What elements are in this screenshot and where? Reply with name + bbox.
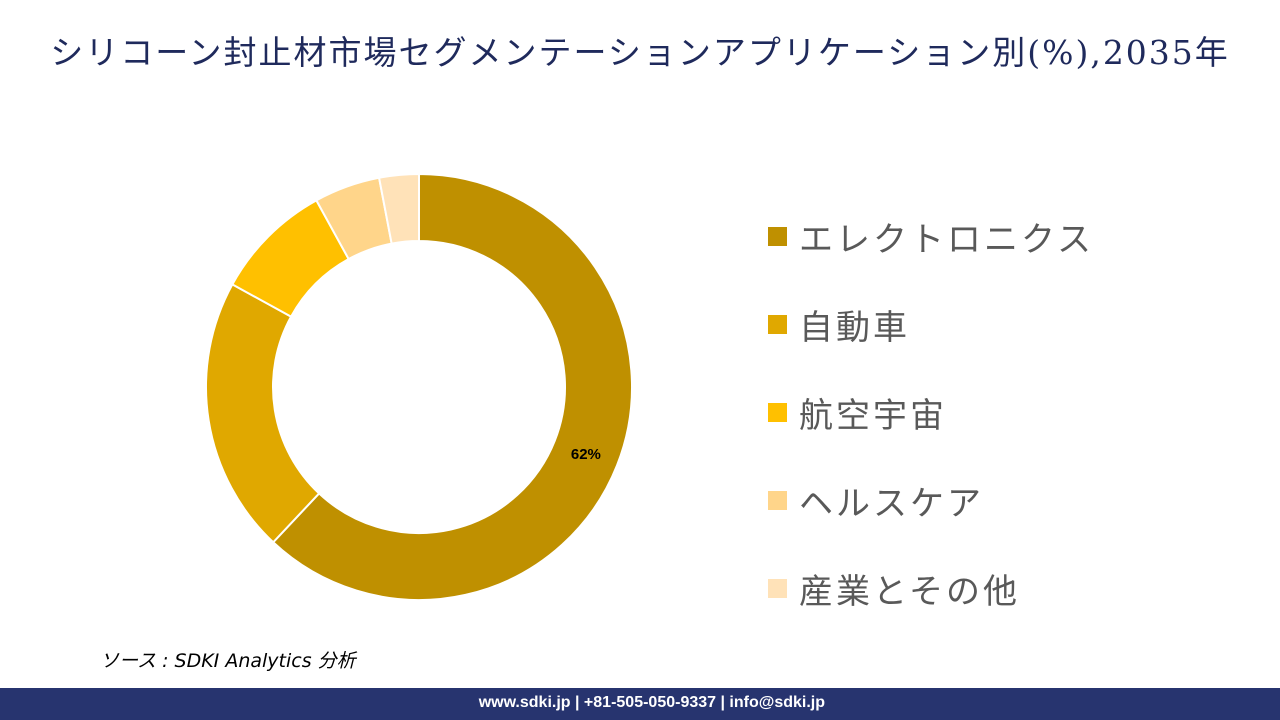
legend-item: 航空宇宙 (768, 368, 1094, 456)
footer-contact[interactable]: www.sdki.jp | +81-505-050-9337 | info@sd… (478, 694, 825, 711)
footer-bar: www.sdki.jp | +81-505-050-9337 | info@sd… (0, 688, 1280, 720)
legend-swatch (768, 578, 787, 598)
source-note: ソース : SDKI Analytics 分析 (100, 650, 356, 672)
legend-label: 自動車 (799, 307, 910, 348)
legend-item: ヘルスケア (768, 456, 1094, 544)
donut-slice-2 (205, 283, 321, 544)
legend-label: 航空宇宙 (799, 395, 947, 436)
legend-item: エレクトロニクス (768, 192, 1094, 280)
legend: エレクトロニクス 自動車 航空宇宙 ヘルスケア 産業とその他 (768, 192, 1094, 632)
donut-slice-5 (377, 172, 420, 245)
legend-label: 産業とその他 (799, 571, 1020, 612)
legend-swatch (768, 490, 787, 510)
data-label: 62% (571, 446, 601, 463)
legend-item: 自動車 (768, 280, 1094, 368)
chart-title: シリコーン封止材市場セグメンテーションアプリケーション別(%),2035年 (50, 33, 1230, 72)
legend-swatch (768, 226, 787, 246)
legend-label: ヘルスケア (799, 483, 984, 524)
legend-swatch (768, 402, 787, 422)
legend-item: 産業とその他 (768, 544, 1094, 632)
legend-label: エレクトロニクス (799, 219, 1094, 260)
donut-slice-1 (271, 172, 633, 601)
legend-swatch (768, 314, 787, 334)
